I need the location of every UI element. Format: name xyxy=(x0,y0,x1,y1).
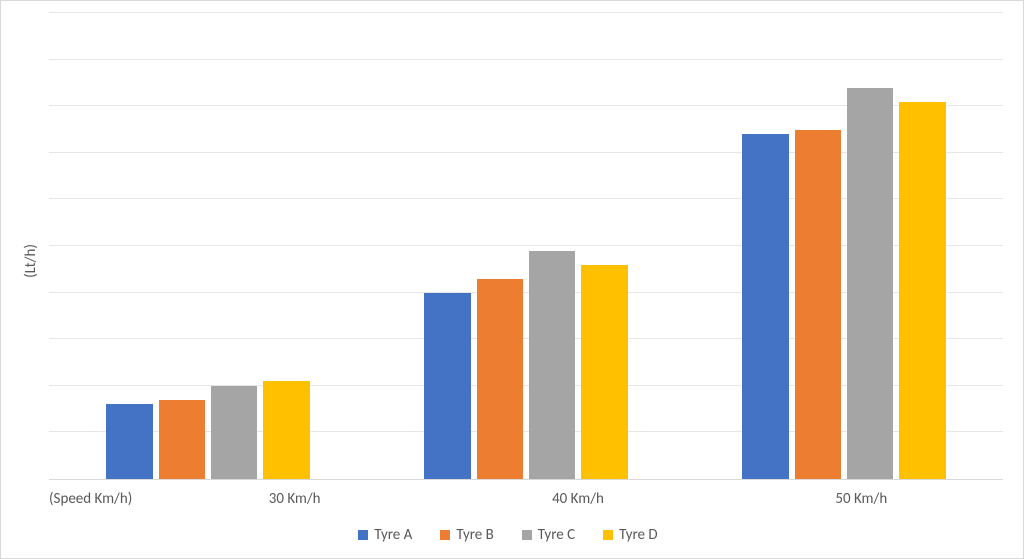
legend-item: Tyre B xyxy=(440,526,493,544)
legend-label: Tyre B xyxy=(456,526,493,544)
x-axis-title: (Speed Km/h) xyxy=(49,490,153,508)
plot-column: (Speed Km/h) 30 Km/h40 Km/h50 Km/h xyxy=(49,13,1003,508)
bar xyxy=(795,130,841,480)
legend-item: Tyre D xyxy=(603,526,658,544)
bar xyxy=(742,134,788,479)
bar xyxy=(424,293,470,479)
x-axis-labels: 30 Km/h40 Km/h50 Km/h xyxy=(153,490,1003,508)
legend: Tyre A Tyre B Tyre C Tyre D xyxy=(13,508,1003,546)
legend-swatch xyxy=(522,530,532,540)
x-axis-category-label: 40 Km/h xyxy=(436,490,719,508)
legend-label: Tyre A xyxy=(374,526,412,544)
chart-frame: (Lt/h) (Speed Km/h) 30 Km/h40 Km/h50 Km/… xyxy=(0,0,1024,559)
bar xyxy=(899,102,945,479)
category-group xyxy=(685,13,1003,479)
y-axis-label-wrap: (Lt/h) xyxy=(13,13,49,508)
legend-item: Tyre A xyxy=(358,526,412,544)
legend-label: Tyre D xyxy=(619,526,658,544)
bar xyxy=(477,279,523,479)
x-axis-row: (Speed Km/h) 30 Km/h40 Km/h50 Km/h xyxy=(49,480,1003,508)
bars-layer xyxy=(49,13,1003,479)
bar xyxy=(263,381,309,479)
bar xyxy=(847,88,893,479)
bar xyxy=(159,400,205,479)
y-axis-title: (Lt/h) xyxy=(22,244,40,278)
x-axis-category-label: 30 Km/h xyxy=(153,490,436,508)
legend-swatch xyxy=(358,530,368,540)
bar xyxy=(529,251,575,479)
legend-swatch xyxy=(440,530,450,540)
legend-item: Tyre C xyxy=(522,526,575,544)
chart-body: (Lt/h) (Speed Km/h) 30 Km/h40 Km/h50 Km/… xyxy=(13,13,1003,508)
category-group xyxy=(367,13,685,479)
bar xyxy=(581,265,627,479)
legend-swatch xyxy=(603,530,613,540)
bar xyxy=(211,386,257,479)
x-axis-category-label: 50 Km/h xyxy=(720,490,1003,508)
category-group xyxy=(49,13,367,479)
plot-area xyxy=(49,13,1003,480)
legend-label: Tyre C xyxy=(538,526,575,544)
bar xyxy=(106,404,152,479)
